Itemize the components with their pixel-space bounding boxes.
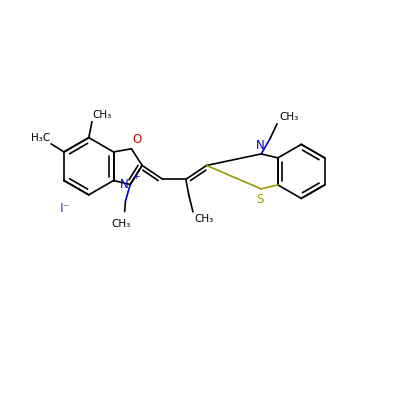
Text: CH₃: CH₃ bbox=[279, 112, 298, 122]
Text: N: N bbox=[120, 178, 129, 191]
Text: N: N bbox=[256, 138, 265, 152]
Text: I⁻: I⁻ bbox=[60, 202, 70, 215]
Text: H₃C: H₃C bbox=[31, 133, 50, 143]
Text: CH₃: CH₃ bbox=[93, 110, 112, 120]
Text: O: O bbox=[133, 133, 142, 146]
Text: S: S bbox=[256, 193, 263, 206]
Text: +: + bbox=[132, 172, 140, 181]
Text: CH₃: CH₃ bbox=[112, 219, 131, 229]
Text: CH₃: CH₃ bbox=[194, 214, 214, 224]
